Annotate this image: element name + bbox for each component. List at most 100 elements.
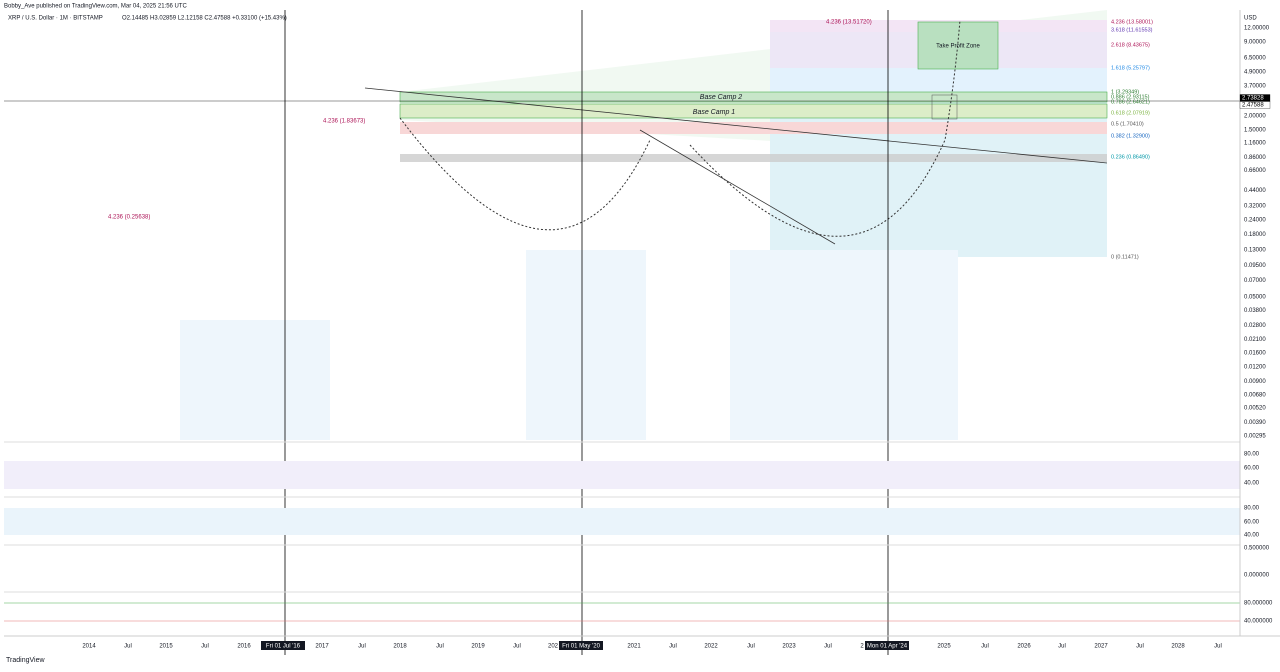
time-label: Jul (436, 644, 444, 650)
price-label: 0.44000 (1244, 188, 1266, 194)
time-label: 2028 (1171, 644, 1185, 650)
time-label: 2019 (471, 644, 485, 650)
indicator-label: 0.000000 (1244, 573, 1270, 579)
time-label: Jul (1136, 644, 1144, 650)
price-label: 9.00000 (1244, 40, 1266, 46)
time-label: Jul (1214, 644, 1222, 650)
price-label: 0.32000 (1244, 204, 1266, 210)
fib-label: 0.5 (1.70410) (1111, 121, 1144, 127)
time-label: 2022 (704, 644, 718, 650)
time-label: 2017 (315, 644, 329, 650)
price-label: 12.00000 (1244, 26, 1270, 32)
date-tag (261, 641, 305, 650)
fib-label: 0.786 (2.64621) (1111, 99, 1150, 105)
channel-fill (730, 250, 958, 440)
price-label: 3.70000 (1244, 83, 1266, 89)
cup-curve (689, 19, 961, 237)
price-label: 0.01200 (1244, 365, 1266, 371)
price-label: 0.03800 (1244, 308, 1266, 314)
extension-label: 4.236 (1.83673) (323, 119, 365, 125)
price-label: 0.18000 (1244, 232, 1266, 238)
rsi-band (4, 461, 1240, 489)
fib-label: 3.618 (11.61553) (1111, 27, 1153, 33)
time-label: 2014 (82, 644, 96, 650)
price-label: 1.16000 (1244, 140, 1266, 146)
price-label: 0.13000 (1244, 248, 1266, 254)
date-tag (865, 641, 909, 650)
fib-label: 0 (0.11471) (1111, 254, 1139, 260)
price-label: 0.02800 (1244, 323, 1266, 329)
time-label: 2026 (1017, 644, 1031, 650)
time-label: 2023 (782, 644, 796, 650)
symbol: XRP / U.S. Dollar · 1M · BITSTAMP (8, 16, 103, 22)
indicator-label: 80.00 (1244, 506, 1260, 512)
time-label: Jul (124, 644, 132, 650)
indicator-label: 60.00 (1244, 466, 1260, 472)
price-tag-label: 2.47588 (1242, 103, 1264, 109)
fib-label: 1.618 (5.25797) (1111, 65, 1150, 71)
time-label: 2027 (1094, 644, 1108, 650)
time-label: 2021 (627, 644, 641, 650)
price-label: 0.05000 (1244, 295, 1266, 301)
stoch-band (4, 508, 1240, 535)
price-label: 0.66000 (1244, 168, 1266, 174)
fib-label: 0.886 (2.93115) (1111, 94, 1150, 100)
price-label: 0.00520 (1244, 406, 1266, 412)
channel-fill (180, 320, 330, 440)
date-tag (559, 641, 603, 650)
channel-fill (526, 250, 646, 440)
indicator-label: 80.00 (1244, 452, 1260, 458)
highlight-box (931, 94, 958, 120)
indicator-label: 80.000000 (1244, 601, 1273, 607)
publisher: Bobby_Ave published on TradingView.com, … (4, 4, 188, 10)
annotation: Base Camp 1 (693, 109, 736, 116)
price-label: 0.07000 (1244, 278, 1266, 284)
take-profit-zone (917, 21, 999, 70)
fib-label: 2.618 (8.43675) (1111, 42, 1150, 48)
fib-label: 0.382 (1.32900) (1111, 133, 1150, 139)
indicator-label: 40.000000 (1244, 619, 1273, 625)
price-tag-label: 2.73828 (1242, 96, 1264, 102)
time-label: Jul (201, 644, 209, 650)
time-label: 202 (548, 644, 559, 650)
indicator-label: 40.00 (1244, 533, 1260, 539)
date-tag-label: Mon 01 Apr '24 (867, 644, 908, 650)
fib-label: 0.618 (2.07919) (1111, 110, 1150, 116)
price-label: 0.00390 (1244, 420, 1266, 426)
price-label: 0.24000 (1244, 218, 1266, 224)
date-tag-label: Fri 01 May '20 (562, 644, 600, 650)
fib-label: 4.236 (13.58001) (1111, 19, 1153, 25)
price-label: 4.90000 (1244, 70, 1266, 76)
time-label: Jul (747, 644, 755, 650)
resistance-zone (400, 122, 1107, 134)
base-camp-1 (399, 103, 1108, 119)
time-label: Jul (669, 644, 677, 650)
cup-curve (399, 117, 651, 231)
time-label: 2025 (937, 644, 951, 650)
currency: USD (1244, 16, 1257, 22)
price-label: 0.00680 (1244, 393, 1266, 399)
footer: TradingView (6, 657, 45, 664)
time-label: 2018 (393, 644, 407, 650)
base-camp-2 (399, 91, 1108, 103)
time-label: Jul (981, 644, 989, 650)
trend-line (364, 87, 1108, 164)
price-label: 6.50000 (1244, 56, 1266, 62)
price-label: 0.01600 (1244, 351, 1266, 357)
ohlc: O2.14485 H3.02859 L2.12158 C2.47588 +0.3… (122, 16, 287, 22)
price-label: 2.00000 (1244, 114, 1266, 120)
price-label: 0.00295 (1244, 434, 1266, 440)
price-label: 0.09500 (1244, 263, 1266, 269)
price-label: 1.50000 (1244, 128, 1266, 134)
price-label: 0.86000 (1244, 155, 1266, 161)
indicator-label: 0.500000 (1244, 546, 1270, 552)
annotation: Base Camp 2 (700, 94, 743, 101)
time-label: 2 (860, 644, 864, 650)
extension-label: 4.236 (13.51720) (826, 20, 872, 26)
indicator-label: 60.00 (1244, 520, 1260, 526)
trend-line (639, 129, 836, 245)
price-label: 0.02100 (1244, 337, 1266, 343)
time-label: 2016 (237, 644, 251, 650)
fib-label: 1 (3.29349) (1111, 89, 1139, 95)
